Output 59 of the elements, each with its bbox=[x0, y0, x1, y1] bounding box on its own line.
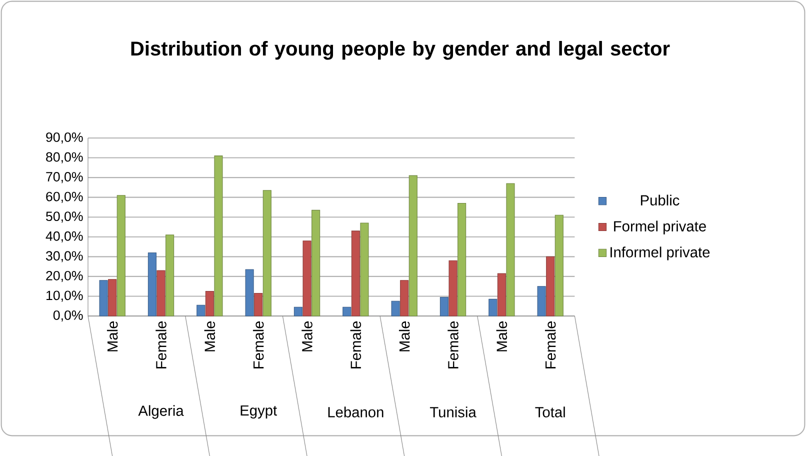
legend-label: Public bbox=[640, 194, 680, 206]
x-tick-label: Male bbox=[496, 321, 508, 352]
bar bbox=[166, 234, 174, 316]
x-tick-label: Male bbox=[106, 321, 118, 352]
text: Tunisia bbox=[430, 406, 476, 418]
bar bbox=[99, 280, 108, 316]
y-tick-label: 30,0% bbox=[46, 251, 83, 262]
bar bbox=[506, 183, 515, 316]
y-tick-label: 20,0% bbox=[46, 270, 83, 282]
bar bbox=[537, 286, 546, 316]
y-tick-label: 50,0% bbox=[46, 211, 83, 222]
bar bbox=[554, 214, 564, 316]
bar bbox=[488, 298, 498, 316]
bar bbox=[360, 222, 369, 316]
x-tick-label: Male bbox=[204, 321, 216, 352]
bar bbox=[148, 252, 156, 316]
bar bbox=[391, 300, 400, 316]
text: Algeria bbox=[138, 405, 184, 419]
y-tick-label: 70,0% bbox=[46, 172, 83, 183]
x-tick-label: Female bbox=[156, 321, 166, 368]
bar bbox=[458, 202, 466, 316]
bar bbox=[440, 296, 448, 316]
bar bbox=[205, 290, 214, 316]
bar bbox=[400, 280, 409, 316]
bar bbox=[312, 210, 320, 316]
bar bbox=[294, 306, 302, 316]
text: Egypt bbox=[240, 405, 277, 418]
y-tick-label: 10,0% bbox=[46, 290, 83, 302]
y-tick-label: 60,0% bbox=[46, 192, 83, 203]
x-tick-label: Male bbox=[302, 321, 312, 352]
legend-label: Formel private bbox=[614, 220, 706, 234]
y-tick-label: 0,0% bbox=[53, 310, 83, 322]
chart-title: Distribution of young people by gender and legal sector bbox=[131, 40, 670, 60]
bar bbox=[254, 292, 263, 316]
bar bbox=[546, 256, 555, 316]
x-tick-label: Female bbox=[350, 321, 362, 368]
x-tick-label: Female bbox=[252, 321, 264, 368]
bar bbox=[245, 269, 254, 316]
x-tick-label: Female bbox=[448, 321, 458, 368]
bar bbox=[497, 273, 506, 316]
bar bbox=[408, 175, 418, 316]
text: Lebanon bbox=[328, 406, 384, 418]
bar bbox=[302, 240, 312, 316]
y-tick-label: 40,0% bbox=[46, 231, 83, 242]
bar bbox=[262, 190, 272, 316]
text: Total bbox=[535, 406, 565, 418]
bar bbox=[342, 306, 352, 316]
x-tick-label: Male bbox=[398, 321, 410, 352]
bar bbox=[108, 279, 117, 316]
legend-label: Informel private bbox=[610, 246, 710, 260]
bar bbox=[196, 304, 206, 316]
x-tick-label: Female bbox=[544, 321, 556, 368]
bar bbox=[214, 155, 223, 316]
bar bbox=[156, 270, 166, 316]
bar bbox=[448, 260, 458, 316]
y-tick-label: 90,0% bbox=[46, 132, 83, 144]
bar bbox=[116, 194, 126, 316]
y-tick-label: 80,0% bbox=[46, 152, 83, 164]
bar bbox=[351, 230, 360, 316]
